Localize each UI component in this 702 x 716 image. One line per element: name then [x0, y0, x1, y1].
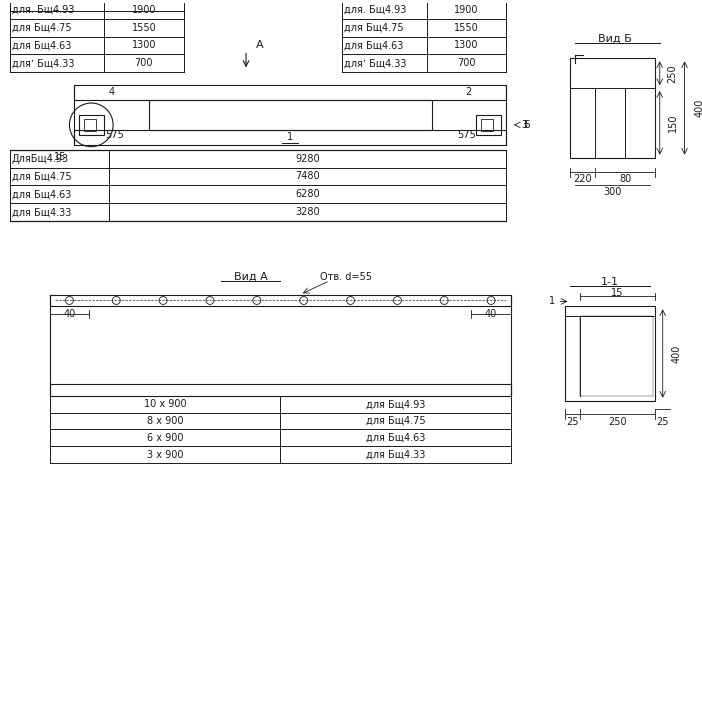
Text: 80: 80	[619, 175, 631, 185]
Text: 1550: 1550	[454, 23, 479, 33]
Text: Вид А: Вид А	[234, 271, 267, 281]
Text: 1-1: 1-1	[601, 276, 619, 286]
Bar	[74, 85, 506, 100]
Text: ДляБщ4.93: ДляБщ4.93	[12, 153, 69, 164]
Text: 40: 40	[63, 309, 76, 319]
Text: 300: 300	[604, 188, 622, 198]
Bar	[50, 294, 511, 306]
Text: 15: 15	[54, 152, 67, 162]
Text: 1900: 1900	[454, 5, 479, 15]
Bar	[50, 384, 511, 396]
Text: для Бщ4.93: для Бщ4.93	[366, 399, 425, 409]
Text: 220: 220	[574, 175, 592, 185]
Text: дляʼ Бщ4.33: дляʼ Бщ4.33	[344, 58, 406, 68]
Bar	[149, 100, 432, 130]
Bar	[84, 119, 96, 131]
Text: 8 x 900: 8 x 900	[147, 416, 183, 426]
Text: Отв. d=55: Отв. d=55	[320, 271, 372, 281]
Text: 1900: 1900	[131, 5, 156, 15]
Text: для Бщ4.75: для Бщ4.75	[12, 23, 72, 33]
Text: 575: 575	[457, 130, 476, 140]
Bar	[571, 59, 655, 158]
Text: 400: 400	[694, 99, 702, 117]
Text: 15: 15	[611, 288, 624, 298]
Text: 3: 3	[521, 120, 527, 130]
Text: для Бщ4.33: для Бщ4.33	[366, 450, 425, 460]
Text: для. Бщ4.93: для. Бщ4.93	[344, 5, 406, 15]
Text: 1550: 1550	[131, 23, 157, 33]
Text: 25: 25	[567, 417, 579, 427]
Bar	[566, 306, 655, 401]
Text: 40: 40	[485, 309, 497, 319]
Bar	[581, 316, 653, 396]
Bar	[476, 115, 501, 135]
Text: для Бщ4.63: для Бщ4.63	[12, 41, 72, 51]
Text: 10 x 900: 10 x 900	[144, 399, 186, 409]
Text: 250: 250	[668, 64, 677, 82]
Text: 1300: 1300	[131, 41, 156, 51]
Text: 2: 2	[465, 87, 472, 97]
Text: для Бщ4.75: для Бщ4.75	[12, 171, 72, 181]
Bar	[79, 115, 104, 135]
Text: для Бщ4.63: для Бщ4.63	[12, 189, 72, 199]
Text: 575: 575	[105, 130, 124, 140]
Text: Б: Б	[524, 120, 531, 130]
Bar	[74, 130, 506, 145]
Text: 250: 250	[608, 417, 627, 427]
Text: для Бщ4.33: для Бщ4.33	[12, 207, 72, 217]
Text: для Бщ4.63: для Бщ4.63	[366, 433, 425, 443]
Text: 700: 700	[457, 58, 475, 68]
Text: А: А	[256, 41, 263, 51]
Text: 150: 150	[668, 114, 677, 132]
Bar	[481, 119, 493, 131]
Text: для Бщ4.63: для Бщ4.63	[344, 41, 404, 51]
Text: 700: 700	[135, 58, 153, 68]
Text: 6 x 900: 6 x 900	[147, 433, 183, 443]
Text: 1: 1	[550, 296, 555, 306]
Text: для Бщ4.75: для Бщ4.75	[344, 23, 404, 33]
Text: 6280: 6280	[296, 189, 320, 199]
Text: 1: 1	[287, 132, 293, 142]
Text: дляʼ Бщ4.33: дляʼ Бщ4.33	[12, 58, 74, 68]
Text: для. Бщ4.93: для. Бщ4.93	[12, 5, 74, 15]
Text: 3280: 3280	[296, 207, 320, 217]
Text: 4: 4	[109, 87, 114, 97]
Text: 25: 25	[656, 417, 669, 427]
Text: для Бщ4.75: для Бщ4.75	[366, 416, 425, 426]
Text: 3 x 900: 3 x 900	[147, 450, 183, 460]
Text: 9280: 9280	[296, 154, 320, 163]
Text: 400: 400	[672, 344, 682, 363]
Text: Вид Б: Вид Б	[598, 34, 632, 44]
Text: 1300: 1300	[454, 41, 479, 51]
Text: 7480: 7480	[296, 171, 320, 181]
